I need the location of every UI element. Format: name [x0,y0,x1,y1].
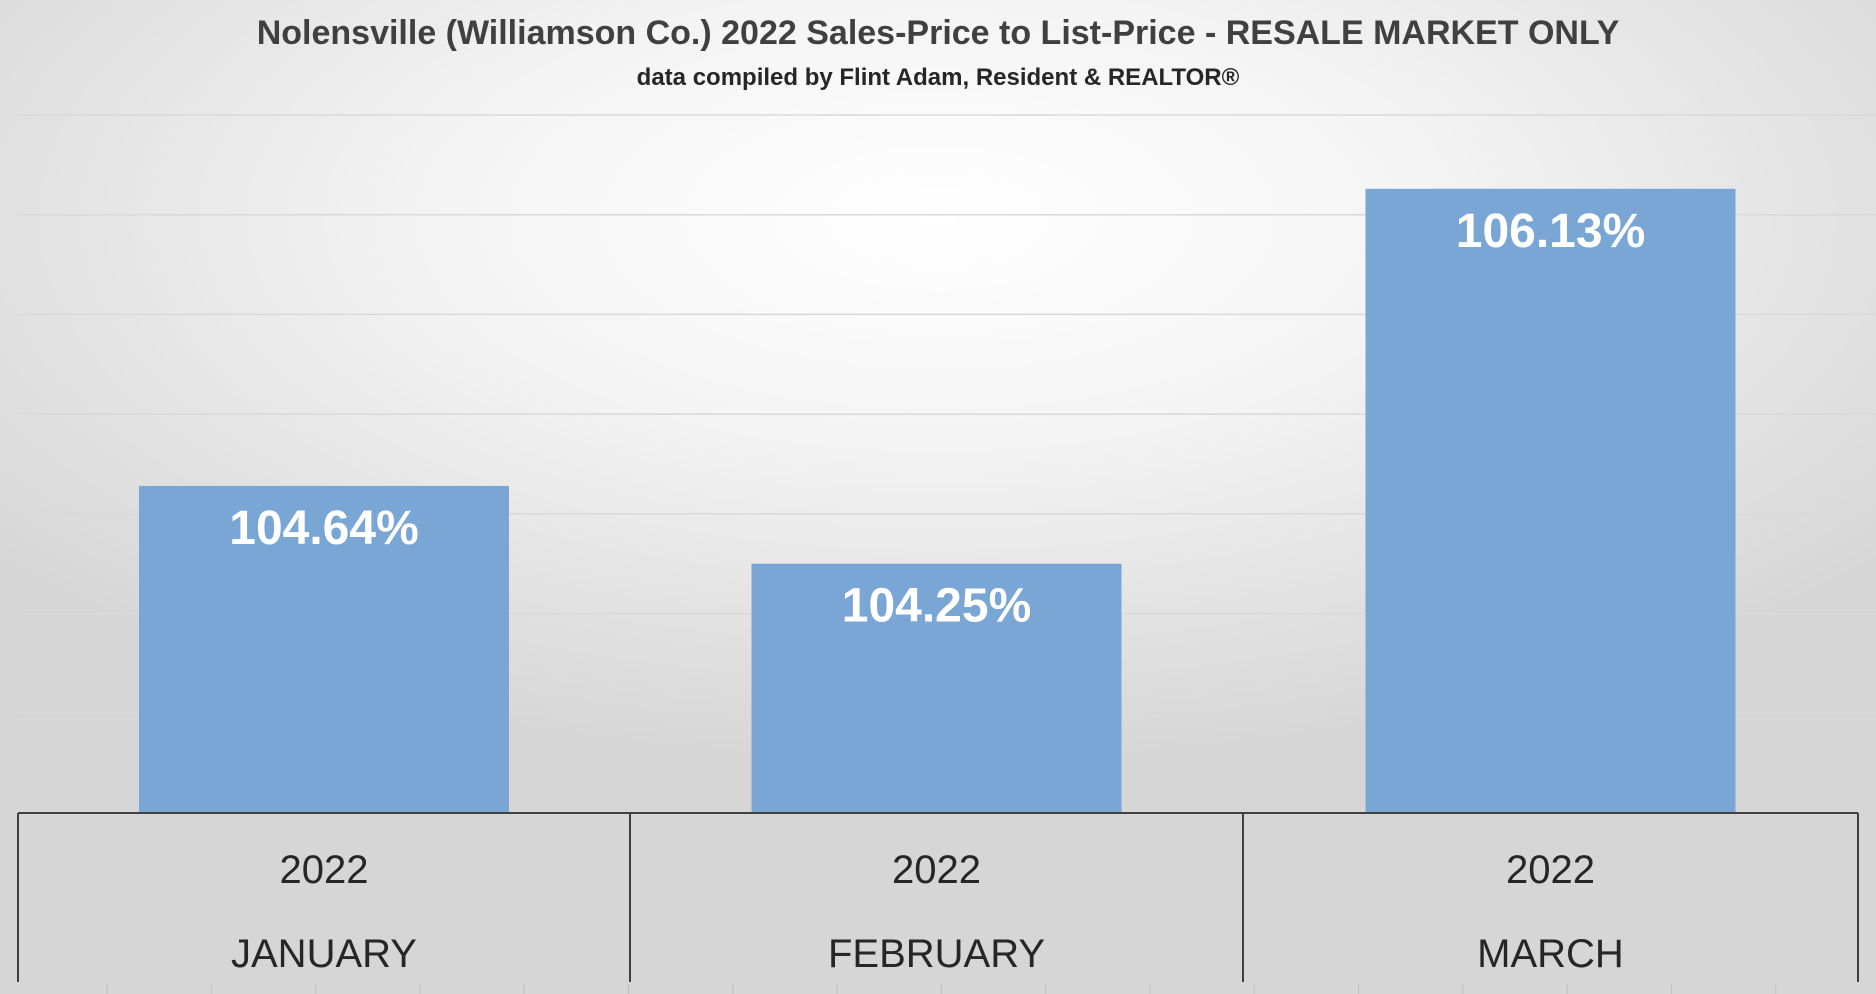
x-tick-year: 2022 [892,848,981,892]
chart-title: Nolensville (Williamson Co.) 2022 Sales-… [256,14,1620,52]
x-tick-month: FEBRUARY [828,932,1045,976]
x-tick-year: 2022 [280,848,369,892]
bar-february [751,563,1122,813]
data-label-march: 106.13% [1456,205,1646,258]
data-label-february: 104.25% [842,580,1032,633]
chart-subtitle: data compiled by Flint Adam, Resident & … [636,64,1240,91]
bar-march [1365,188,1736,813]
x-tick-month: JANUARY [231,932,417,976]
data-label-january: 104.64% [229,502,419,555]
bar-january [139,485,509,813]
x-tick-year: 2022 [1506,848,1595,892]
x-tick-month: MARCH [1477,932,1624,976]
